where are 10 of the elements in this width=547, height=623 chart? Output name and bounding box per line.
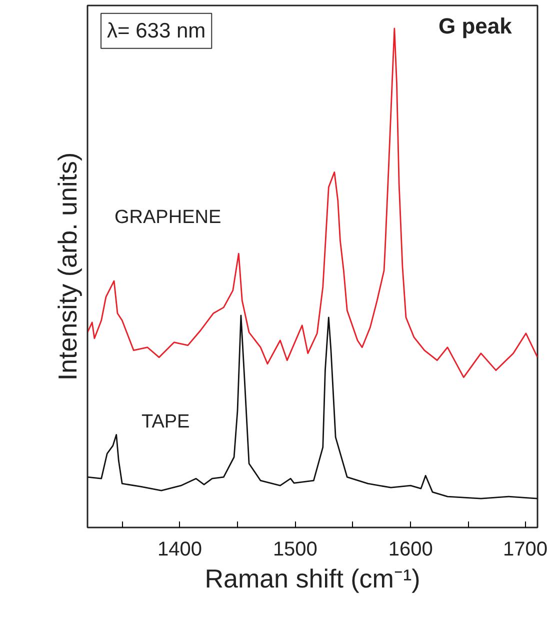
- series-label: TAPE: [142, 412, 190, 433]
- x-tick-label: 1400: [158, 538, 202, 560]
- annotation: λ= 633 nm: [107, 19, 206, 42]
- y-axis-title: Intensity (arb. units): [52, 152, 82, 381]
- x-tick-label: 1600: [388, 538, 433, 560]
- x-axis-title: Raman shift (cm⁻¹): [204, 564, 420, 594]
- x-tick-label: 1700: [503, 538, 547, 560]
- series-label: GRAPHENE: [114, 207, 222, 228]
- x-tick-label: 1500: [272, 538, 318, 560]
- annotation: G peak: [438, 13, 513, 38]
